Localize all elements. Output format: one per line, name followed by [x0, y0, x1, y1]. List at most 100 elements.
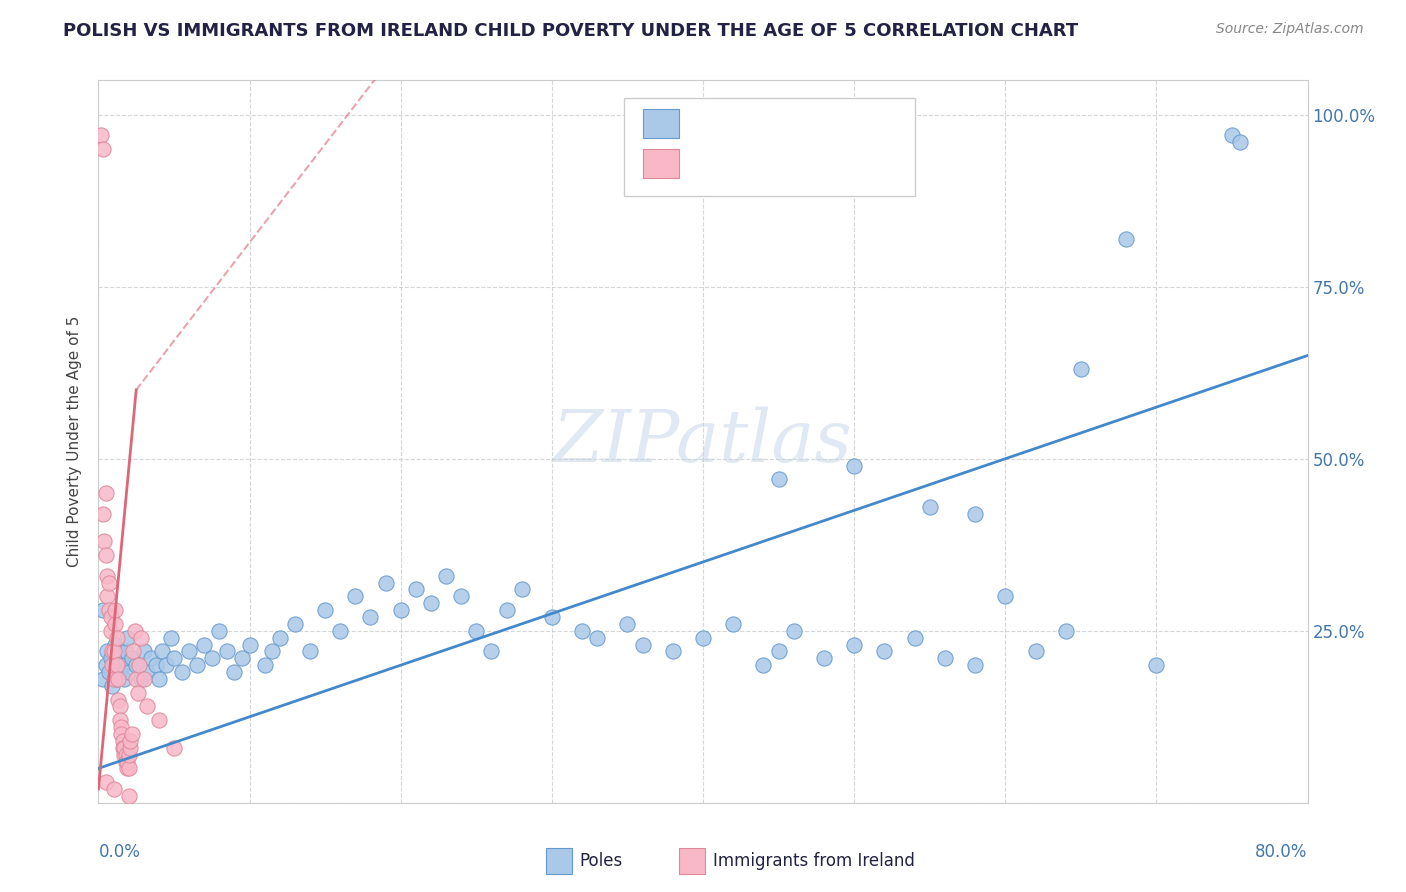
Point	[118, 665, 141, 679]
Point	[1229, 135, 1251, 149]
Text: ZIPatlas: ZIPatlas	[553, 406, 853, 477]
Point	[105, 658, 128, 673]
Point	[104, 638, 127, 652]
Point	[873, 644, 896, 658]
Point	[186, 658, 208, 673]
Point	[934, 651, 956, 665]
Point	[215, 644, 238, 658]
FancyBboxPatch shape	[679, 847, 706, 873]
Point	[329, 624, 352, 638]
Point	[179, 644, 201, 658]
Point	[107, 644, 129, 658]
Point	[100, 610, 122, 624]
Point	[111, 740, 134, 755]
Text: Source: ZipAtlas.com: Source: ZipAtlas.com	[1216, 22, 1364, 37]
Text: POLISH VS IMMIGRANTS FROM IRELAND CHILD POVERTY UNDER THE AGE OF 5 CORRELATION C: POLISH VS IMMIGRANTS FROM IRELAND CHILD …	[63, 22, 1078, 40]
Point	[844, 458, 866, 473]
Point	[114, 747, 136, 762]
Point	[465, 624, 488, 638]
Point	[101, 644, 124, 658]
Point	[112, 740, 135, 755]
Point	[115, 761, 138, 775]
Point	[110, 651, 132, 665]
Point	[105, 672, 128, 686]
Point	[103, 782, 125, 797]
Point	[104, 603, 127, 617]
Point	[150, 644, 173, 658]
Point	[1144, 658, 1167, 673]
Point	[239, 638, 262, 652]
Point	[91, 507, 114, 521]
Point	[112, 747, 135, 762]
Point	[540, 610, 562, 624]
Point	[129, 631, 152, 645]
Point	[118, 761, 141, 775]
Point	[692, 631, 714, 645]
Point	[269, 631, 291, 645]
Point	[98, 575, 121, 590]
Point	[115, 755, 138, 769]
Point	[450, 590, 472, 604]
Point	[120, 740, 142, 755]
Text: Immigrants from Ireland: Immigrants from Ireland	[713, 852, 914, 870]
Text: 80.0%: 80.0%	[1256, 843, 1308, 861]
Point	[904, 631, 927, 645]
Point	[103, 658, 125, 673]
Point	[571, 624, 593, 638]
Point	[148, 672, 170, 686]
Text: 0.0%: 0.0%	[98, 843, 141, 861]
FancyBboxPatch shape	[643, 149, 679, 178]
Point	[510, 582, 533, 597]
Point	[94, 775, 117, 789]
Point	[783, 624, 806, 638]
Point	[135, 665, 157, 679]
Point	[132, 644, 155, 658]
Point	[103, 672, 125, 686]
Point	[1070, 362, 1092, 376]
Text: R = 0.548: R = 0.548	[690, 115, 775, 133]
Point	[111, 734, 134, 748]
Point	[145, 658, 167, 673]
Point	[135, 699, 157, 714]
Point	[114, 755, 136, 769]
Point	[965, 507, 987, 521]
Point	[98, 665, 121, 679]
Point	[132, 672, 155, 686]
Point	[1220, 128, 1243, 143]
Point	[148, 713, 170, 727]
Point	[110, 727, 132, 741]
Point	[434, 568, 457, 582]
Point	[155, 658, 177, 673]
Point	[193, 638, 215, 652]
Text: N = 81: N = 81	[793, 115, 852, 133]
Point	[125, 658, 148, 673]
Point	[115, 631, 138, 645]
Point	[768, 472, 790, 486]
Point	[108, 713, 131, 727]
Point	[110, 720, 132, 734]
Point	[374, 575, 396, 590]
Point	[122, 644, 145, 658]
Point	[314, 603, 336, 617]
Point	[813, 651, 835, 665]
Point	[1115, 231, 1137, 245]
Point	[108, 699, 131, 714]
Point	[129, 672, 152, 686]
Point	[170, 665, 193, 679]
FancyBboxPatch shape	[643, 109, 679, 138]
Point	[163, 651, 186, 665]
Point	[120, 734, 142, 748]
Point	[96, 568, 118, 582]
Point	[107, 692, 129, 706]
Point	[91, 603, 114, 617]
Point	[118, 747, 141, 762]
Point	[96, 590, 118, 604]
Point	[93, 534, 115, 549]
Point	[405, 582, 427, 597]
Point	[98, 603, 121, 617]
Point	[231, 651, 253, 665]
Point	[201, 651, 224, 665]
Point	[844, 638, 866, 652]
Point	[768, 644, 790, 658]
Point	[389, 603, 412, 617]
